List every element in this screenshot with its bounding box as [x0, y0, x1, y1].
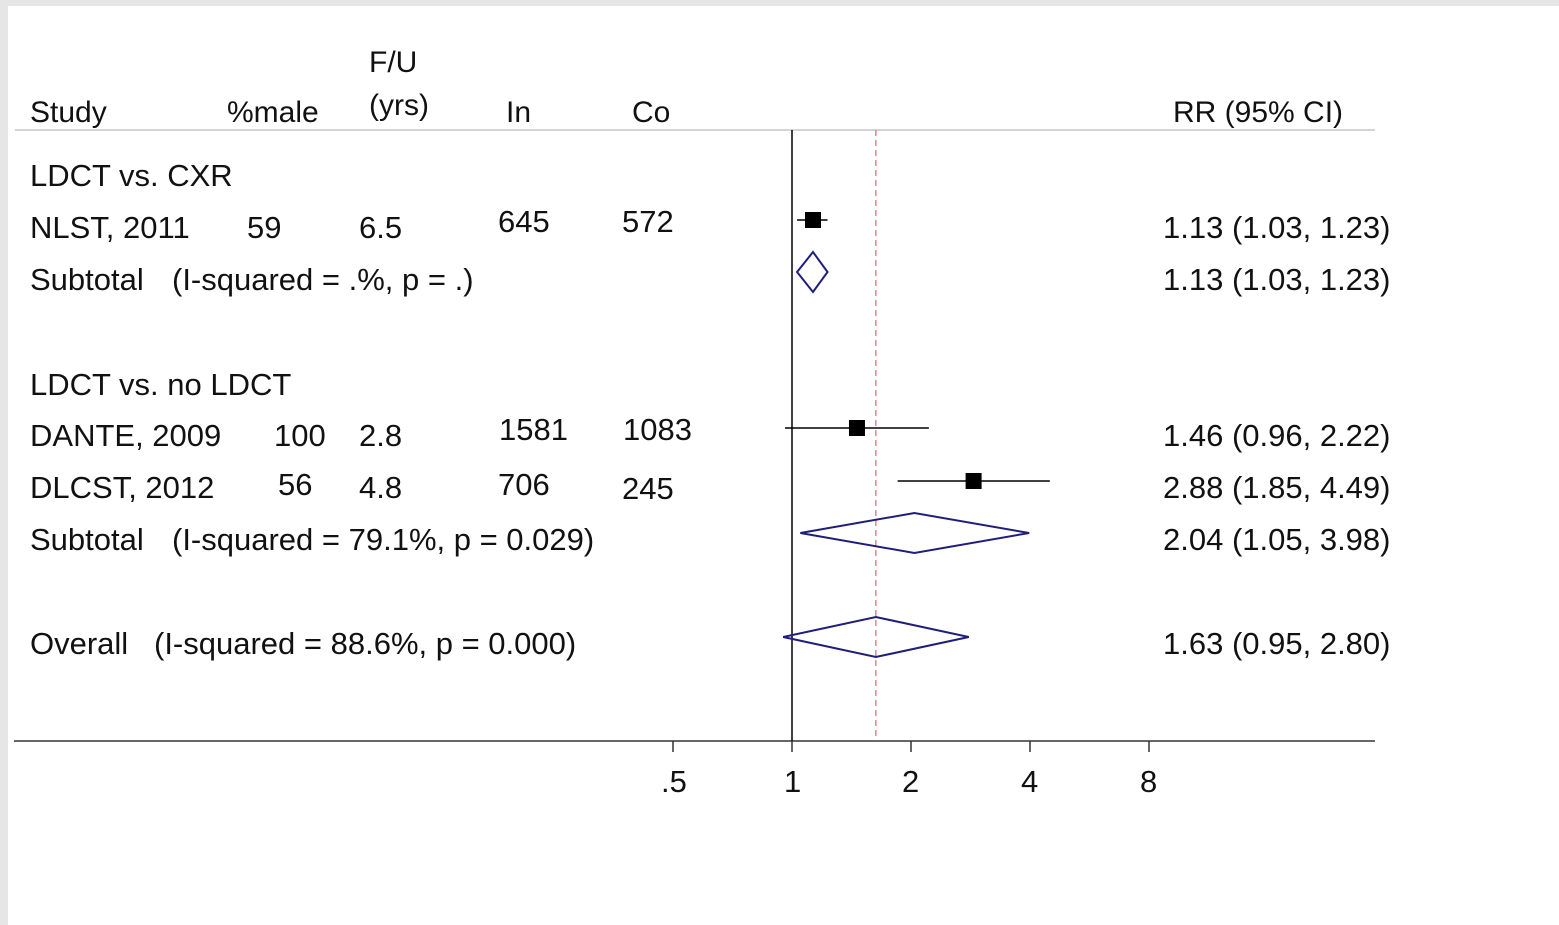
point-estimate-square	[965, 473, 982, 489]
overall-label: Overall	[30, 626, 129, 661]
study-intervention-n: 645	[498, 204, 550, 239]
study-intervention-n: 706	[498, 467, 550, 502]
frame-border-top	[0, 0, 1559, 6]
study-name: DANTE, 2009	[30, 418, 222, 453]
study-control-n: 572	[622, 204, 674, 239]
subtotal-rr-text: 2.04 (1.05, 3.98)	[1163, 522, 1391, 557]
x-tick-label: 8	[1140, 764, 1158, 799]
subtotal-stat: (I-squared = 79.1%, p = 0.029)	[172, 522, 595, 557]
study-rr-text: 2.88 (1.85, 4.49)	[1163, 470, 1391, 505]
x-tick-label: .5	[661, 764, 687, 799]
frame-border-left	[0, 0, 8, 925]
point-estimate-square	[848, 420, 865, 436]
header-followup-line1: F/U	[369, 46, 418, 79]
study-followup: 6.5	[359, 210, 403, 245]
study-rr-text: 1.13 (1.03, 1.23)	[1163, 210, 1391, 245]
x-tick-label: 4	[1021, 764, 1039, 799]
overall-stat: (I-squared = 88.6%, p = 0.000)	[154, 626, 577, 661]
subtotal-diamond	[800, 511, 1030, 555]
overall-diamond	[782, 615, 969, 659]
header-rr-ci: RR (95% CI)	[1173, 96, 1344, 129]
header-intervention: In	[506, 96, 532, 129]
study-intervention-n: 1581	[499, 412, 568, 447]
study-pct-male: 56	[278, 467, 313, 502]
study-name: NLST, 2011	[30, 210, 190, 245]
chart-marks	[672, 130, 1150, 752]
subtotal-rr-text: 1.13 (1.03, 1.23)	[1163, 262, 1391, 297]
study-followup: 2.8	[359, 418, 403, 453]
group-label: LDCT vs. no LDCT	[30, 367, 292, 402]
header-pct-male: %male	[227, 96, 319, 129]
subtotal-label: Subtotal	[30, 262, 144, 297]
study-pct-male: 59	[247, 210, 282, 245]
study-control-n: 245	[622, 471, 674, 506]
x-tick-label: 2	[902, 764, 920, 799]
header-followup-line2: (yrs)	[369, 89, 429, 122]
header-study: Study	[30, 96, 107, 129]
group-label: LDCT vs. CXR	[30, 158, 233, 193]
subtotal-stat: (I-squared = .%, p = .)	[172, 262, 474, 297]
x-tick-label: 1	[784, 764, 802, 799]
study-followup: 4.8	[359, 470, 403, 505]
study-control-n: 1083	[623, 412, 692, 447]
study-name: DLCST, 2012	[30, 470, 215, 505]
subtotal-label: Subtotal	[30, 522, 144, 557]
study-pct-male: 100	[274, 418, 326, 453]
study-rr-text: 1.46 (0.96, 2.22)	[1163, 418, 1391, 453]
point-estimate-square	[804, 212, 821, 228]
subtotal-diamond	[795, 250, 829, 294]
overall-rr-text: 1.63 (0.95, 2.80)	[1163, 626, 1391, 661]
header-control: Co	[632, 96, 671, 129]
